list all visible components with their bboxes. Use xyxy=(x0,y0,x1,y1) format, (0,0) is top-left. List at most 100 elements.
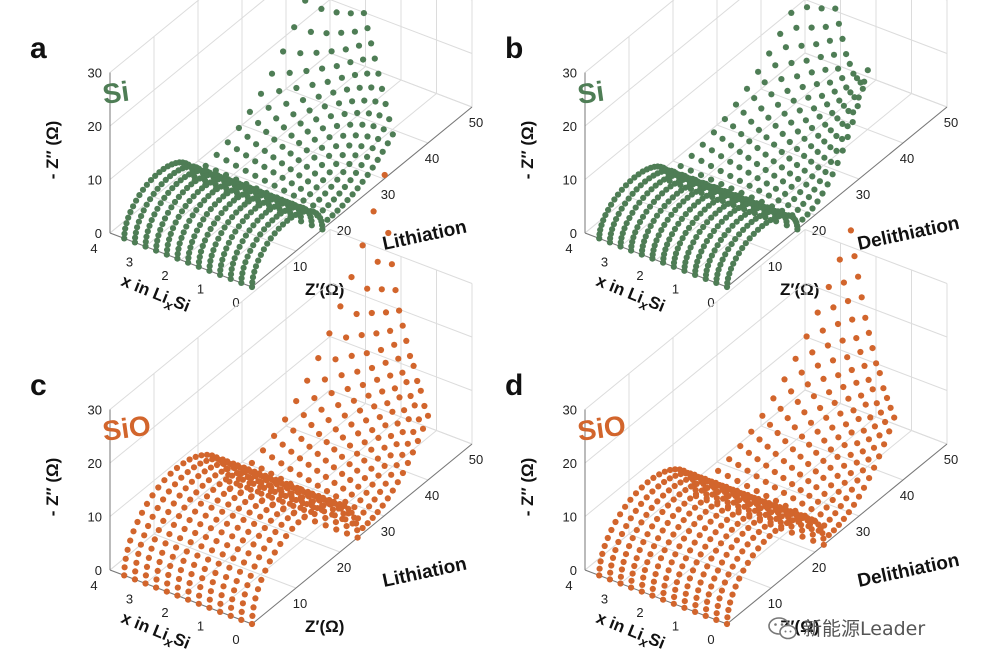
data-point xyxy=(244,253,251,260)
data-point xyxy=(682,470,689,477)
data-point xyxy=(291,509,298,516)
data-point xyxy=(218,262,225,269)
backwall-gridline xyxy=(109,0,265,127)
data-point xyxy=(251,472,258,479)
data-point xyxy=(674,245,681,252)
data-point xyxy=(779,178,787,185)
x-tick-label: 20 xyxy=(337,560,351,575)
data-point xyxy=(641,567,648,574)
data-point xyxy=(172,219,179,226)
data-point xyxy=(837,503,844,510)
data-point xyxy=(865,456,872,463)
data-point xyxy=(358,162,365,169)
data-point xyxy=(717,167,724,175)
data-point xyxy=(407,392,414,400)
data-point xyxy=(346,461,353,468)
data-point xyxy=(708,252,715,259)
data-point xyxy=(832,510,839,517)
data-point xyxy=(729,591,736,598)
data-point xyxy=(821,154,828,161)
data-point xyxy=(655,232,662,239)
data-point xyxy=(732,583,739,590)
data-point xyxy=(843,51,850,58)
data-point xyxy=(644,190,651,197)
data-point xyxy=(325,417,332,424)
data-point xyxy=(203,457,210,464)
data-point xyxy=(406,352,414,360)
data-point xyxy=(825,283,832,291)
data-point xyxy=(223,574,230,581)
data-point xyxy=(665,567,672,574)
data-point xyxy=(231,494,238,502)
data-point xyxy=(125,214,132,221)
z-tick-label: 20 xyxy=(88,119,102,134)
data-point xyxy=(354,368,361,375)
data-point xyxy=(691,539,698,546)
data-point xyxy=(347,10,354,17)
data-point xyxy=(692,608,699,615)
data-point xyxy=(337,303,344,310)
data-point xyxy=(269,217,276,224)
data-point xyxy=(290,192,297,199)
data-point xyxy=(696,228,703,235)
data-point xyxy=(358,332,365,339)
data-point xyxy=(725,571,732,578)
data-point xyxy=(255,119,262,127)
data-point xyxy=(185,259,192,266)
data-point xyxy=(326,330,333,337)
data-point xyxy=(827,127,834,134)
data-point xyxy=(273,213,280,220)
data-point xyxy=(288,132,295,139)
data-point xyxy=(647,551,654,558)
data-point xyxy=(746,501,754,508)
data-point xyxy=(814,198,821,205)
data-point xyxy=(297,504,304,511)
data-point xyxy=(788,523,795,530)
data-point xyxy=(638,588,645,595)
data-point xyxy=(827,158,835,165)
data-point xyxy=(728,185,735,192)
data-point xyxy=(830,304,837,311)
data-point xyxy=(757,498,764,505)
data-point xyxy=(601,542,608,550)
y-tick-label: 2 xyxy=(161,605,168,620)
data-point xyxy=(794,73,801,80)
y-axis-label-part: Si xyxy=(646,292,668,316)
data-point xyxy=(183,223,190,230)
data-point xyxy=(251,563,258,570)
data-point xyxy=(734,477,741,485)
data-point xyxy=(310,202,317,209)
data-point xyxy=(805,460,812,468)
data-point xyxy=(789,510,796,517)
data-point xyxy=(161,194,168,201)
data-point xyxy=(217,271,224,278)
data-point xyxy=(745,154,752,161)
data-point xyxy=(794,206,801,213)
data-point xyxy=(343,523,350,530)
data-point xyxy=(613,216,620,223)
data-point xyxy=(322,522,329,529)
data-point xyxy=(279,441,286,448)
data-point xyxy=(599,550,606,557)
data-point xyxy=(771,468,778,476)
data-point xyxy=(331,500,338,507)
data-point xyxy=(368,364,376,372)
data-point xyxy=(354,467,361,474)
data-point xyxy=(734,520,741,527)
z-axis-label: - Z″ (Ω) xyxy=(43,121,62,180)
z-tick-label: 20 xyxy=(563,119,577,134)
data-point xyxy=(681,598,688,605)
data-point xyxy=(722,214,730,221)
wechat-icon xyxy=(768,617,797,640)
data-point xyxy=(854,477,861,484)
data-point xyxy=(661,202,668,210)
data-point xyxy=(323,439,330,446)
data-point xyxy=(334,176,341,183)
data-point xyxy=(762,166,769,174)
data-point xyxy=(305,477,312,484)
data-point xyxy=(736,575,743,582)
x-tick-label: 50 xyxy=(944,452,958,467)
data-point xyxy=(186,249,193,256)
data-point xyxy=(396,394,403,401)
data-point xyxy=(297,185,304,192)
